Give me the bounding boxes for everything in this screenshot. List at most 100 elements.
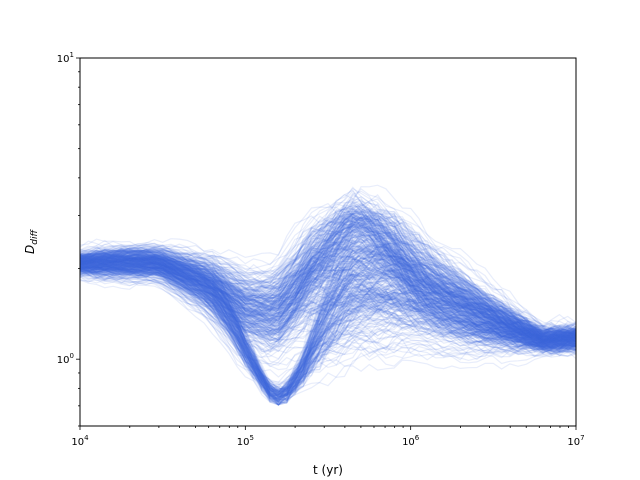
series-line: [80, 248, 576, 365]
series-line: [80, 248, 576, 400]
series-line: [80, 279, 576, 403]
series-line: [80, 264, 576, 402]
series-line: [80, 254, 576, 405]
series-line: [80, 258, 576, 346]
series-line: [80, 249, 576, 342]
series-line: [80, 253, 576, 401]
series-line: [80, 268, 576, 343]
plot-area-background: [80, 58, 576, 426]
series-line: [80, 234, 576, 352]
x-tick-label: 105: [237, 434, 254, 448]
series-line: [80, 190, 576, 334]
series-line: [80, 261, 576, 402]
series-line: [80, 254, 576, 406]
series-line: [80, 227, 576, 344]
series-line: [80, 208, 576, 341]
series-line: [80, 217, 576, 344]
series-line: [80, 218, 576, 340]
series-line: [80, 244, 576, 383]
series-line: [80, 274, 576, 397]
series-line: [80, 211, 576, 342]
series-line: [80, 261, 576, 344]
series-line: [80, 216, 576, 349]
series-line: [80, 269, 576, 402]
series-line: [80, 245, 576, 390]
series-line: [80, 268, 576, 401]
series-line: [80, 225, 576, 347]
series-line: [80, 252, 576, 401]
series-line: [80, 245, 576, 343]
series-line: [80, 227, 576, 350]
series-line: [80, 262, 576, 397]
series-line: [80, 256, 576, 401]
series-line: [80, 218, 576, 344]
series-line: [80, 255, 576, 387]
series-line: [80, 257, 576, 339]
series-line: [80, 243, 576, 335]
series-line: [80, 256, 576, 346]
series-line: [80, 230, 576, 336]
series-line: [80, 260, 576, 394]
series-line: [80, 263, 576, 401]
series-line: [80, 262, 576, 344]
series-line: [80, 255, 576, 342]
series-line: [80, 263, 576, 350]
series-line: [80, 222, 576, 351]
series-line: [80, 263, 576, 347]
series-line: [80, 216, 576, 343]
series-line: [80, 194, 576, 327]
series-line: [80, 202, 576, 337]
series-line: [80, 202, 576, 336]
series-line: [80, 266, 576, 358]
series-line: [80, 201, 576, 342]
series-line: [80, 270, 576, 371]
series-line: [80, 213, 576, 344]
series-line: [80, 264, 576, 391]
series-line: [80, 218, 576, 338]
series-line: [80, 255, 576, 337]
series-line: [80, 215, 576, 338]
series-line: [80, 259, 576, 342]
series-line: [80, 221, 576, 348]
series-line: [80, 187, 576, 333]
series-line: [80, 212, 576, 337]
series-line: [80, 226, 576, 352]
series-line: [80, 255, 576, 339]
series-line: [80, 258, 576, 406]
series-line: [80, 251, 576, 396]
series-line: [80, 203, 576, 344]
series-line: [80, 265, 576, 391]
series-line: [80, 189, 576, 334]
series-line: [80, 264, 576, 399]
series-line: [80, 258, 576, 347]
series-line: [80, 259, 576, 406]
series-line: [80, 254, 576, 339]
series-line: [80, 246, 576, 334]
series-line: [80, 259, 576, 338]
series-line: [80, 221, 576, 333]
series-line: [80, 260, 576, 393]
series-line: [80, 216, 576, 346]
series-line: [80, 220, 576, 342]
series-line: [80, 202, 576, 346]
series-line: [80, 256, 576, 398]
series-line: [80, 267, 576, 342]
series-line: [80, 264, 576, 396]
series-line: [80, 268, 576, 400]
series-line: [80, 268, 576, 391]
series-line: [80, 235, 576, 350]
series-line: [80, 256, 576, 396]
series-line: [80, 264, 576, 398]
series-line: [80, 258, 576, 397]
series-line: [80, 214, 576, 341]
series-line: [80, 258, 576, 341]
series-line: [80, 264, 576, 399]
series-line: [80, 263, 576, 402]
series-line: [80, 259, 576, 397]
series-line: [80, 258, 576, 406]
series-line: [80, 229, 576, 351]
series-line: [80, 260, 576, 402]
series-line: [80, 213, 576, 337]
series-line: [80, 252, 576, 342]
series-line: [80, 228, 576, 353]
